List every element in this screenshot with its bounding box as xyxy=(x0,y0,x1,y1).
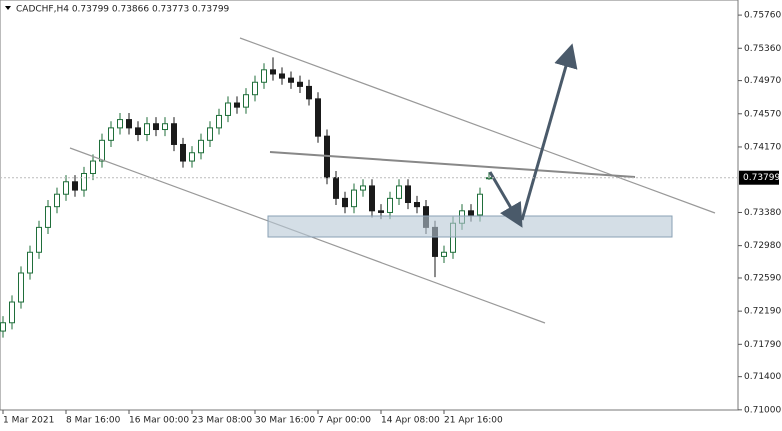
candle-body xyxy=(18,272,24,303)
channel-upper xyxy=(239,37,716,214)
candle-body xyxy=(153,123,159,131)
candle-body xyxy=(351,189,357,208)
x-tick-label: 21 Apr 16:00 xyxy=(444,416,503,426)
candle-body xyxy=(180,143,186,162)
candle-body xyxy=(216,114,222,129)
candle-body xyxy=(207,127,213,141)
x-tick-label: 30 Mar 16:00 xyxy=(255,416,315,426)
candle-body xyxy=(162,123,168,131)
candle-body xyxy=(252,81,258,96)
x-tick-label: 23 Mar 08:00 xyxy=(192,416,252,426)
candle-body xyxy=(81,172,87,191)
candle-body xyxy=(441,251,447,257)
candle-body xyxy=(315,98,321,137)
candle-body xyxy=(0,322,6,332)
candle-body xyxy=(261,69,267,83)
candle-body xyxy=(126,119,132,129)
candle-body xyxy=(9,301,15,324)
candle-body xyxy=(90,160,96,174)
candle-body xyxy=(63,181,69,195)
candle-body xyxy=(306,85,312,100)
candle-body xyxy=(243,94,249,108)
last-price-label: 0.73799 xyxy=(743,173,780,183)
candle-body xyxy=(477,193,483,216)
y-tick-label: 0.71000 xyxy=(744,405,781,415)
candle-body xyxy=(36,226,42,253)
candle-body xyxy=(468,210,474,216)
candle-body xyxy=(54,193,60,208)
candle-body xyxy=(396,185,402,199)
chart-title: CADCHF,H4 0.73799 0.73866 0.73773 0.7379… xyxy=(16,5,230,15)
arrow-up xyxy=(520,43,578,221)
candle-body xyxy=(144,123,150,136)
y-tick-label: 0.72980 xyxy=(744,241,781,251)
y-tick-label: 0.71400 xyxy=(744,372,781,382)
candle-body xyxy=(234,102,240,108)
candle-body xyxy=(333,177,339,199)
y-tick-label: 0.72190 xyxy=(744,307,781,317)
y-tick-label: 0.74970 xyxy=(744,76,781,86)
candle-body xyxy=(135,127,141,136)
candle-body xyxy=(72,181,78,191)
support-zone xyxy=(267,215,673,238)
candle-body xyxy=(270,69,276,75)
candle-body xyxy=(342,197,348,208)
candle-body xyxy=(360,185,366,191)
last-price-tag xyxy=(739,170,779,185)
candle-body xyxy=(414,202,420,208)
arrow-down xyxy=(488,171,523,228)
candle-body xyxy=(279,73,285,79)
x-tick-label: 7 Apr 00:00 xyxy=(318,416,371,426)
candle-body xyxy=(288,77,294,83)
y-tick-label: 0.75360 xyxy=(744,44,781,54)
x-tick-label: 14 Apr 08:00 xyxy=(381,416,440,426)
y-tick-label: 0.71790 xyxy=(744,340,781,350)
candle-body xyxy=(378,210,384,213)
candle-body xyxy=(369,185,375,212)
candle-body xyxy=(108,127,114,141)
candle-body xyxy=(117,119,123,129)
candle-body xyxy=(27,251,33,274)
y-tick-label: 0.75760 xyxy=(744,11,781,21)
candle-body xyxy=(387,197,393,213)
candle-body xyxy=(171,123,177,145)
y-tick-label: 0.72590 xyxy=(744,273,781,283)
x-tick-label: 16 Mar 00:00 xyxy=(129,416,189,426)
y-tick-label: 0.74570 xyxy=(744,109,781,119)
candle-body xyxy=(405,185,411,204)
menu-icon xyxy=(5,6,11,10)
candle-body xyxy=(225,102,231,116)
y-tick-label: 0.74170 xyxy=(744,142,781,152)
candle-body xyxy=(45,206,51,228)
candle-body xyxy=(198,139,204,154)
neckline xyxy=(269,151,636,178)
x-tick-label: 8 Mar 16:00 xyxy=(66,416,121,426)
candle-body xyxy=(189,152,195,162)
candle-body xyxy=(99,139,105,162)
candle-body xyxy=(297,81,303,87)
y-tick-label: 0.73380 xyxy=(744,208,781,218)
x-tick-label: 1 Mar 2021 xyxy=(3,416,54,426)
